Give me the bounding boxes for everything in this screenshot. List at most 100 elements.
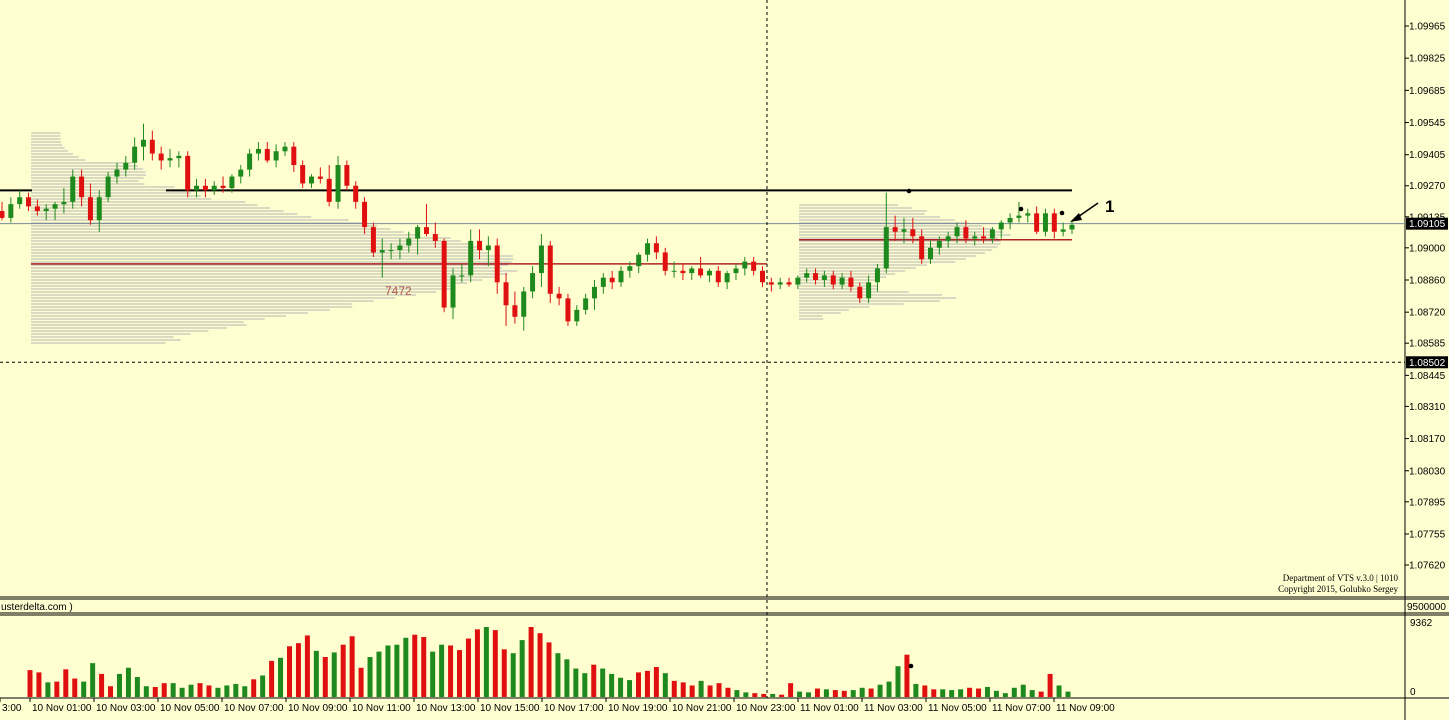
candle-body: [432, 234, 438, 241]
candle-body: [662, 252, 668, 271]
indicator-strip-value: 9500000: [1407, 602, 1446, 613]
candle-body: [52, 204, 58, 209]
price-axis-label: 1.08170: [1409, 434, 1446, 445]
candle-body: [282, 146, 288, 152]
price-axis-label: 1.08310: [1409, 402, 1446, 413]
indicator-strip-label: usterdelta.com ): [1, 602, 73, 613]
price-axis-label: 1.08445: [1409, 371, 1446, 382]
volume-bar: [823, 689, 829, 697]
volume-bar: [940, 689, 946, 697]
candle-body: [238, 169, 244, 177]
candle-body: [167, 158, 173, 161]
candle-body: [220, 185, 226, 189]
time-axis-label: 10 Nov 03:00: [96, 703, 156, 714]
price-axis-label: 1.08030: [1409, 466, 1446, 477]
candle-body: [61, 201, 67, 205]
volume-bar: [797, 691, 803, 697]
bull-candle: [17, 190, 23, 209]
bear-candle: [370, 222, 376, 257]
horizontal-levels[interactable]: [0, 189, 1405, 363]
candle-body: [530, 273, 536, 292]
volume-bar: [519, 640, 525, 697]
bear-candle: [353, 181, 359, 209]
bull-candle: [459, 263, 465, 283]
bear-candle: [768, 277, 774, 292]
volume-bar: [269, 660, 275, 697]
bull-candle: [538, 234, 544, 287]
time-axis[interactable]: 3:00 10 Nov 01:00 10 Nov 03:00 10 Nov 05:00…: [0, 698, 1115, 714]
bear-candle: [494, 238, 500, 294]
candle-body: [79, 176, 85, 198]
price-axis-label: 1.09270: [1409, 181, 1446, 192]
price-axis[interactable]: 1.09965 1.09825 1.09685 1.09545 1.09405 1.092…: [1405, 22, 1448, 572]
volume-bar: [72, 678, 78, 697]
time-axis-label: 10 Nov 15:00: [480, 703, 540, 714]
volume-bar: [877, 684, 883, 697]
candle-body: [883, 227, 889, 269]
candle-body: [618, 270, 624, 283]
candle-body: [291, 146, 297, 166]
candle-body: [388, 250, 394, 252]
volume-bar: [788, 683, 794, 697]
volume-bar: [591, 664, 597, 697]
candle-body: [857, 286, 863, 299]
candle-body: [521, 291, 527, 317]
volume-bar: [54, 681, 60, 697]
candle-body: [441, 240, 447, 308]
candle-body: [804, 273, 810, 278]
volume-bar: [287, 646, 292, 697]
candle-body: [1025, 213, 1031, 216]
candle-body: [459, 275, 465, 277]
candle-body: [132, 146, 138, 163]
candle-body: [149, 139, 155, 154]
candle-body: [892, 227, 898, 232]
candle-body: [96, 197, 102, 221]
volume-bar: [304, 635, 310, 697]
candle-body: [158, 153, 164, 161]
candle-body: [17, 197, 23, 205]
bull-candle: [229, 174, 235, 193]
volume-bar: [90, 663, 96, 697]
bull-candle: [936, 236, 942, 255]
volume-bar: [689, 685, 695, 697]
bull-candle: [972, 231, 978, 246]
candle-body: [300, 165, 306, 184]
bull-candle: [247, 148, 253, 177]
candle-body: [353, 185, 359, 202]
time-axis-label: 3:00: [2, 703, 22, 714]
candle-body: [565, 298, 571, 322]
candle-body: [839, 277, 845, 285]
bear-candle: [662, 247, 668, 276]
volume-bar: [958, 689, 964, 697]
candle-body: [1042, 213, 1048, 232]
bear-candle: [910, 217, 916, 244]
candle-body: [326, 178, 332, 202]
bull-candle: [1042, 208, 1048, 237]
bear-candle: [698, 257, 704, 278]
bear-candle: [432, 222, 438, 248]
bear-candle: [565, 293, 571, 326]
bear-candle: [423, 204, 429, 237]
bull-candle: [733, 263, 739, 280]
candle-body: [317, 176, 323, 179]
volume-bar: [278, 657, 284, 697]
volume-bar: [814, 688, 820, 697]
bull-candle: [998, 220, 1004, 239]
candle-body: [998, 222, 1004, 230]
bear-candle: [848, 270, 854, 292]
candle-body: [344, 165, 350, 186]
candle-body: [945, 236, 951, 241]
bull-candle: [618, 266, 624, 287]
volume-bar: [45, 682, 51, 697]
candle-body: [963, 227, 969, 239]
volume-bar: [573, 668, 579, 697]
candle-body: [645, 243, 651, 255]
candle-body: [229, 176, 235, 189]
volume-bar: [36, 672, 42, 697]
candle-body: [574, 309, 580, 322]
volume-bar: [653, 667, 659, 697]
time-axis-label: 10 Nov 23:00: [736, 703, 796, 714]
price-axis-label: 1.09545: [1409, 118, 1446, 129]
